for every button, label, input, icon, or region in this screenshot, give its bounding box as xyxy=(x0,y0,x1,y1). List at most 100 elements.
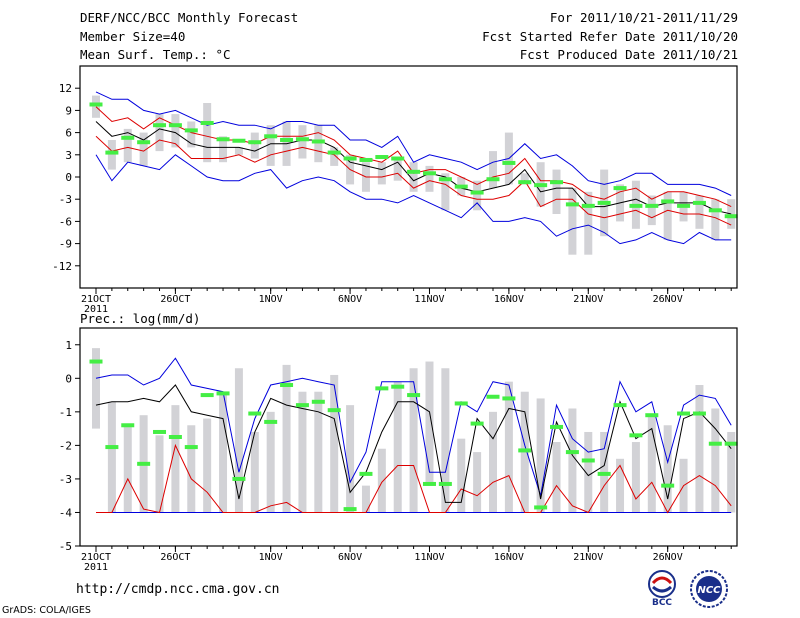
precipitation-box xyxy=(187,425,196,513)
temperature-median-marker xyxy=(677,203,691,208)
temperature-median-marker xyxy=(518,180,532,185)
precipitation-median-marker xyxy=(295,403,309,408)
temperature-median-marker xyxy=(89,102,103,107)
temperature-box xyxy=(139,132,148,166)
temperature-box xyxy=(330,147,339,166)
precipitation-box xyxy=(234,368,243,513)
temperature-box xyxy=(203,103,212,163)
precipitation-box xyxy=(219,391,228,513)
temperature-box xyxy=(107,140,116,170)
temperature-ytick-label: 9 xyxy=(65,104,72,117)
precipitation-box xyxy=(616,458,625,513)
precipitation-box xyxy=(441,368,450,513)
precipitation-ytick-label: -5 xyxy=(59,540,72,553)
temperature-median-marker xyxy=(184,128,198,133)
ncc-logo: NCC xyxy=(690,570,728,608)
precipitation-xtick-label: 11NOV xyxy=(414,552,444,563)
temperature-median-marker xyxy=(105,150,119,155)
temperature-median-marker xyxy=(486,177,500,182)
precipitation-ytick-label: -4 xyxy=(59,506,73,519)
temperature-box xyxy=(584,191,593,255)
precipitation-ytick-label: 0 xyxy=(65,372,72,385)
temperature-median-marker xyxy=(168,123,182,128)
precipitation-box xyxy=(266,411,275,513)
temperature-median-marker xyxy=(708,208,722,213)
temperature-ytick-label: -12 xyxy=(52,260,72,273)
precipitation-xtick-label: 26OCT xyxy=(160,552,190,563)
precipitation-median-marker xyxy=(89,359,103,364)
member-size-label: Member Size=40 xyxy=(80,29,186,44)
precipitation-median-marker xyxy=(692,411,706,416)
precipitation-box xyxy=(314,391,323,513)
ncc-logo-text: NCC xyxy=(697,585,721,596)
temperature-median-marker xyxy=(438,177,452,182)
temperature-median-marker xyxy=(502,160,516,165)
precipitation-median-marker xyxy=(343,507,357,512)
precipitation-box xyxy=(504,381,513,513)
precipitation-ytick-label: -3 xyxy=(59,473,72,486)
temperature-xtick-year: 2011 xyxy=(84,304,108,315)
precipitation-frame xyxy=(79,327,738,547)
temperature-mean-line xyxy=(95,121,732,215)
precipitation-median-marker xyxy=(502,396,516,401)
temperature-xtick-label: 26NOV xyxy=(653,294,683,305)
precipitation-ytick-label: -2 xyxy=(59,439,72,452)
precipitation-box xyxy=(330,374,339,513)
precipitation-box xyxy=(346,405,355,513)
precipitation-xtick-year: 2011 xyxy=(84,562,108,573)
temperature-box xyxy=(171,114,180,148)
temperature-median-marker xyxy=(550,180,564,185)
temperature-median-marker xyxy=(407,169,421,174)
temperature-box xyxy=(695,195,704,229)
precipitation-xtick-label: 16NOV xyxy=(494,552,524,563)
precipitation-box xyxy=(107,401,116,513)
temperature-median-marker xyxy=(327,150,341,155)
precipitation-ytick-label: 1 xyxy=(65,339,72,352)
precipitation-median-marker xyxy=(216,391,230,396)
temperature-box xyxy=(250,132,259,159)
precipitation-box xyxy=(647,415,656,513)
temperature-median-marker xyxy=(153,123,167,128)
precipitation-median-marker xyxy=(232,476,246,481)
precipitation-box xyxy=(123,425,132,513)
precipitation-mean-line xyxy=(95,384,732,503)
temperature-median-marker xyxy=(264,134,278,139)
temperature-median-marker xyxy=(565,202,579,207)
precipitation-median-marker xyxy=(629,433,643,438)
precipitation-box xyxy=(250,431,259,513)
precipitation-median-marker xyxy=(359,471,373,476)
precip-panel-title: Prec.: log(mm/d) xyxy=(80,311,200,326)
precipitation-box xyxy=(377,448,386,513)
precipitation-median-marker xyxy=(581,458,595,463)
temperature-box xyxy=(187,121,196,148)
temperature-box xyxy=(441,173,450,211)
precipitation-box xyxy=(727,431,736,513)
temperature-xtick-label: 1NOV xyxy=(259,294,283,305)
precipitation-median-marker xyxy=(121,423,135,428)
precipitation-box xyxy=(203,418,212,513)
temperature-ytick-label: -6 xyxy=(59,215,72,228)
temperature-median-marker xyxy=(597,200,611,205)
source-url[interactable]: http://cmdp.ncc.cma.gov.cn xyxy=(76,582,280,597)
precipitation-box xyxy=(489,411,497,513)
temperature-box xyxy=(314,125,323,163)
precipitation-median-marker xyxy=(565,450,579,455)
temperature-xtick-label: 6NOV xyxy=(338,294,362,305)
temperature-box xyxy=(568,188,577,255)
precipitation-box xyxy=(711,408,720,513)
precipitation-median-marker xyxy=(407,393,421,398)
temperature-min-line xyxy=(95,154,732,245)
temperature-box xyxy=(298,125,307,159)
precipitation-box xyxy=(695,385,704,513)
precipitation-median-marker xyxy=(311,399,325,404)
precipitation-median-marker xyxy=(422,481,436,486)
temperature-ytick-label: 3 xyxy=(65,149,72,162)
precipitation-median-marker xyxy=(518,448,532,453)
precipitation-median-marker xyxy=(248,411,262,416)
temperature-median-marker xyxy=(534,183,548,188)
precipitation-median-marker xyxy=(153,429,167,434)
temperature-median-marker xyxy=(137,140,151,145)
temperature-box xyxy=(155,114,164,152)
